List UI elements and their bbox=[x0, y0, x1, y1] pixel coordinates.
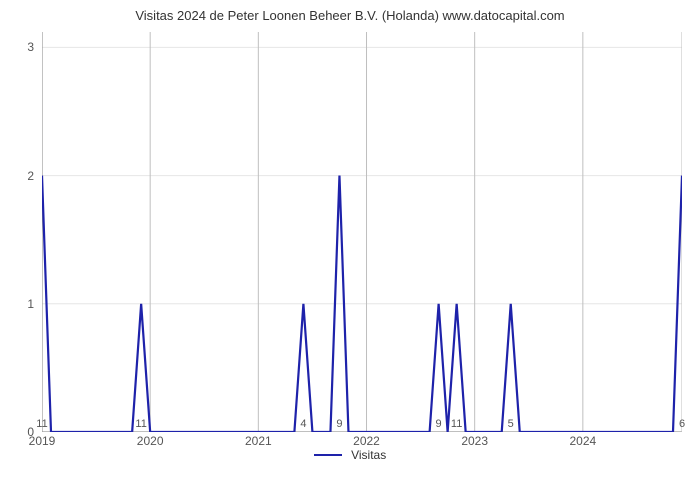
point-label: 5 bbox=[508, 418, 514, 430]
y-tick-label: 1 bbox=[4, 297, 34, 311]
point-label: 9 bbox=[336, 418, 342, 430]
point-label: 11 bbox=[135, 418, 146, 430]
point-label: 9 bbox=[436, 418, 442, 430]
plot-region: 012320192020202120222023202411114991156 bbox=[42, 32, 682, 432]
x-tick-label: 2021 bbox=[245, 434, 272, 448]
visits-chart: Visitas 2024 de Peter Loonen Beheer B.V.… bbox=[0, 8, 700, 468]
x-tick-label: 2019 bbox=[29, 434, 56, 448]
x-tick-label: 2020 bbox=[137, 434, 164, 448]
point-label: 6 bbox=[679, 418, 685, 430]
legend: Visitas bbox=[0, 447, 700, 462]
y-tick-label: 3 bbox=[4, 40, 34, 54]
y-tick-label: 2 bbox=[4, 169, 34, 183]
legend-label: Visitas bbox=[351, 448, 386, 462]
point-label: 11 bbox=[36, 418, 47, 430]
x-tick-label: 2022 bbox=[353, 434, 380, 448]
x-tick-label: 2023 bbox=[461, 434, 488, 448]
chart-title: Visitas 2024 de Peter Loonen Beheer B.V.… bbox=[0, 8, 700, 23]
legend-swatch bbox=[314, 454, 342, 456]
chart-svg bbox=[42, 32, 682, 432]
point-label: 11 bbox=[451, 418, 462, 430]
x-tick-label: 2024 bbox=[569, 434, 596, 448]
point-label: 4 bbox=[300, 418, 306, 430]
